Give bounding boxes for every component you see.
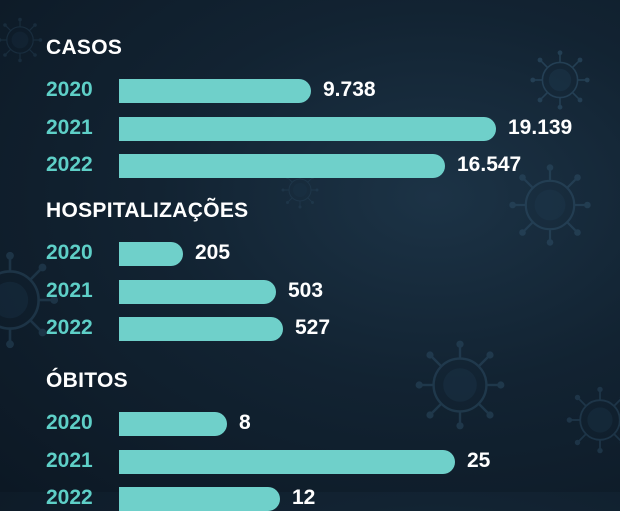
bar (119, 242, 183, 266)
year-label: 2021 (46, 279, 93, 302)
bar (119, 317, 283, 341)
section-title: CASOS (46, 36, 123, 59)
bar (119, 487, 280, 511)
value-label: 9.738 (323, 78, 376, 101)
value-label: 25 (467, 449, 491, 472)
section-title: ÓBITOS (46, 369, 128, 392)
year-label: 2020 (46, 78, 93, 101)
value-label: 8 (239, 411, 251, 434)
value-label: 503 (288, 279, 324, 302)
value-label: 19.139 (508, 116, 573, 139)
year-label: 2021 (46, 449, 93, 472)
value-label: 12 (292, 486, 316, 509)
year-label: 2022 (46, 153, 93, 176)
year-label: 2022 (46, 486, 93, 509)
bar (119, 450, 455, 474)
bar (119, 79, 311, 103)
year-label: 2022 (46, 316, 93, 339)
value-label: 16.547 (457, 153, 522, 176)
year-label: 2020 (46, 411, 93, 434)
bar (119, 412, 227, 436)
year-label: 2021 (46, 116, 93, 139)
value-label: 527 (295, 316, 331, 339)
bar (119, 117, 496, 141)
section-title: HOSPITALIZAÇÕES (46, 199, 249, 222)
value-label: 205 (195, 241, 231, 264)
bar (119, 154, 445, 178)
year-label: 2020 (46, 241, 93, 264)
bar (119, 280, 276, 304)
virus-background (0, 17, 620, 455)
